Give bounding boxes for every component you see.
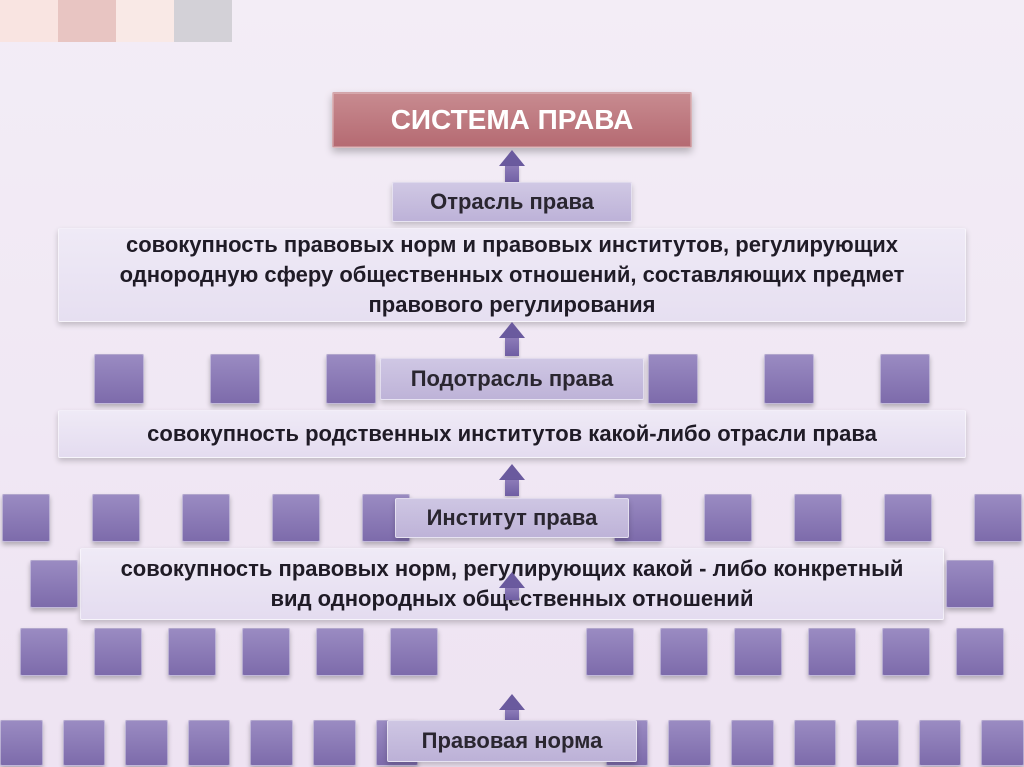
decorative-square (981, 720, 1024, 766)
decorative-square (2, 494, 50, 542)
decorative-square (956, 628, 1004, 676)
decorative-square (20, 628, 68, 676)
level1-description-text: совокупность правовых норм и правовых ин… (89, 230, 935, 319)
decorative-square (168, 628, 216, 676)
decorative-square (272, 494, 320, 542)
level2-description-text: совокупность родственных институтов како… (147, 419, 877, 449)
decorative-square (125, 720, 168, 766)
decorative-square (794, 720, 837, 766)
decorative-square (974, 494, 1022, 542)
decorative-square (856, 720, 899, 766)
decorative-square (731, 720, 774, 766)
level2-label: Подотрасль права (380, 358, 644, 400)
decorative-square (326, 354, 376, 404)
decorative-square (313, 720, 356, 766)
level3-label: Институт права (395, 498, 629, 538)
diagram-stage: СИСТЕМА ПРАВА Отрасль права совокупность… (0, 0, 1024, 767)
decorative-square (808, 628, 856, 676)
decorative-square (794, 494, 842, 542)
decorative-square (734, 628, 782, 676)
side-square-left (30, 560, 78, 608)
decorative-square (884, 494, 932, 542)
decorative-square (250, 720, 293, 766)
level1-label: Отрасль права (392, 182, 632, 222)
diagram-title: СИСТЕМА ПРАВА (332, 92, 692, 148)
decorative-square (316, 628, 364, 676)
title-text: СИСТЕМА ПРАВА (391, 104, 634, 136)
level4-squares-row (0, 628, 1024, 676)
decorative-square (764, 354, 814, 404)
decorative-square (586, 628, 634, 676)
decorative-square (882, 628, 930, 676)
decorative-square (188, 720, 231, 766)
decorative-square (182, 494, 230, 542)
decorative-square (880, 354, 930, 404)
decorative-square (919, 720, 962, 766)
decorative-square (92, 494, 140, 542)
side-square-right (946, 560, 994, 608)
decorative-square (94, 354, 144, 404)
decorative-square (210, 354, 260, 404)
level1-label-text: Отрасль права (430, 189, 594, 215)
decorative-square (390, 628, 438, 676)
decorative-square (242, 628, 290, 676)
level2-label-text: Подотрасль права (411, 366, 614, 392)
decorative-square (660, 628, 708, 676)
decorative-square (648, 354, 698, 404)
decorative-square (668, 720, 711, 766)
decorative-square (0, 720, 43, 766)
level1-description: совокупность правовых норм и правовых ин… (58, 228, 966, 322)
decorative-square (94, 628, 142, 676)
level4-label-text: Правовая норма (422, 728, 603, 754)
decorative-square (63, 720, 106, 766)
level4-label: Правовая норма (387, 720, 637, 762)
decorative-square (704, 494, 752, 542)
level3-label-text: Институт права (427, 505, 598, 531)
level2-description: совокупность родственных институтов како… (58, 410, 966, 458)
center-spacer (464, 628, 560, 676)
